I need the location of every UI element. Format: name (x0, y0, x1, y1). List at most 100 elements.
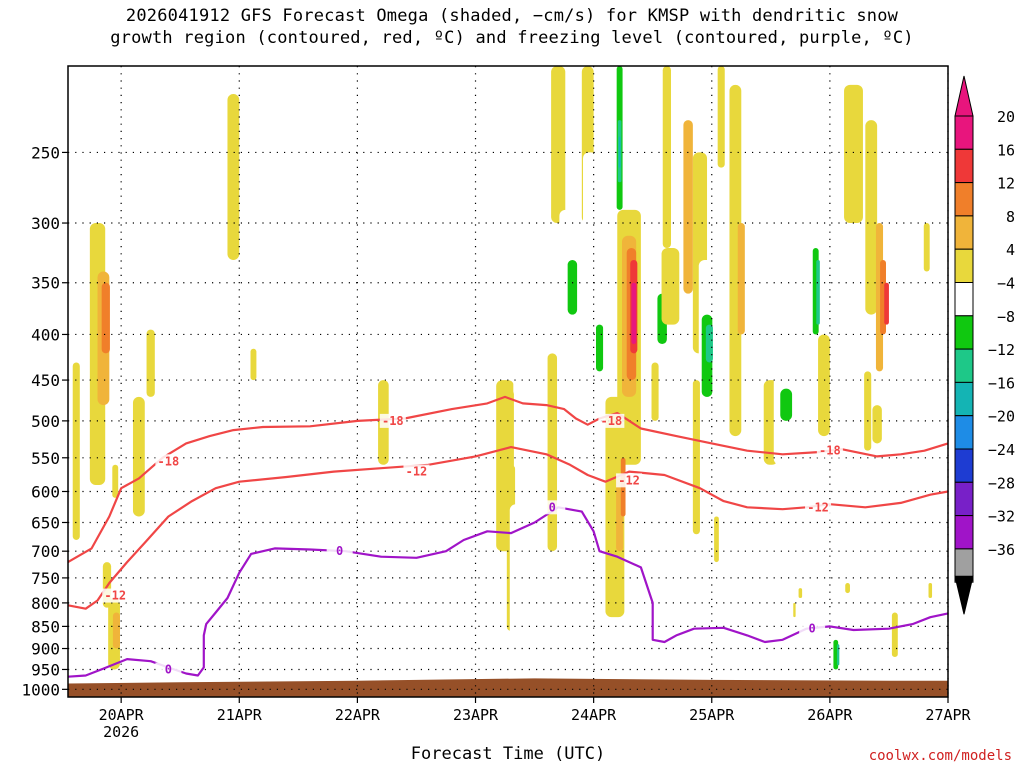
y-tick-label-1000: 1000 (21, 680, 60, 699)
colorbar: 20 16 12 8 4 −4 −8 −12 −16 −20 −24 −28 −32 −36 (954, 75, 1015, 615)
omega-cell-76 (844, 84, 863, 224)
contour--18 (67, 395, 949, 564)
colorbar-swatch-3 (954, 215, 974, 250)
omega-cell-81 (864, 371, 872, 451)
omega-cell-59 (692, 380, 700, 535)
contour--12 (67, 446, 949, 610)
omega-cell-25 (528, 120, 546, 397)
omega-cell-83 (885, 420, 892, 451)
x-tick-label-27APR: 27APR (925, 706, 971, 724)
colorbar-label-9: −20 (988, 408, 1015, 426)
omega-cell-12 (174, 484, 182, 552)
contour-label--18-2: -18 (601, 414, 623, 428)
colorbar-swatch-5 (954, 282, 974, 317)
omega-cell-51 (651, 362, 659, 421)
y-tick-label-950: 950 (31, 660, 60, 679)
omega-cell-92 (899, 593, 902, 603)
omega-cell-44 (605, 396, 625, 618)
omega-cell-7 (112, 612, 120, 649)
omega-cell-20 (466, 66, 497, 354)
omega-cell-65 (748, 66, 758, 121)
plot-border (67, 65, 949, 698)
contour-layer: -18 -18 -18 -18 -12 -12 -12 -12 0 0 0 0 (67, 395, 949, 678)
omega-cell-66 (755, 209, 763, 354)
colorbar-bottom-arrow (954, 575, 974, 615)
contour-label-bg--12-0 (102, 588, 129, 603)
ground-layer (68, 678, 948, 697)
omega-cell-11 (170, 248, 178, 397)
colorbar-swatch-10 (954, 448, 974, 483)
omega-cell-48 (645, 66, 656, 183)
omega-cell-69 (780, 388, 793, 421)
y-tick-label-350: 350 (31, 274, 60, 293)
contour-label-bg-0-2 (539, 500, 566, 515)
contour-label-bg--18-2 (598, 413, 625, 428)
y-tick-label-650: 650 (31, 513, 60, 532)
x-tick-label-20APR: 20APR (99, 706, 145, 724)
y-tick-label-300: 300 (31, 214, 60, 233)
omega-cell-52 (662, 66, 672, 249)
omega-cell-14 (250, 348, 257, 381)
omega-cell-34 (605, 353, 611, 406)
omega-cell-29 (567, 259, 578, 315)
y-tick-label-500: 500 (31, 412, 60, 431)
omega-cell-73 (816, 259, 820, 325)
omega-cell-43 (631, 282, 637, 345)
colorbar-label-13: −36 (988, 541, 1015, 559)
omega-cell-84 (909, 84, 917, 153)
x-tick-label-24APR: 24APR (571, 706, 617, 724)
contour-label--12-0: -12 (104, 589, 126, 603)
omega-cell-77 (865, 120, 878, 315)
contour-label-0-0: 0 (165, 662, 172, 676)
x-tick-label-25APR: 25APR (689, 706, 735, 724)
omega-cell-24 (513, 66, 526, 397)
omega-cell-82 (872, 405, 882, 444)
omega-cell-94 (798, 588, 803, 599)
omega-cell-0 (72, 362, 80, 540)
y-tick-label-250: 250 (31, 143, 60, 162)
contour-label-bg--12-2 (616, 473, 643, 488)
chart-title: 2026041912 GFS Forecast Omega (shaded, −… (125, 6, 899, 26)
contour-label-bg--18-0 (155, 454, 182, 469)
contour-label--12-2: -12 (618, 473, 640, 487)
omega-cell-27 (551, 66, 566, 224)
omega-cell-80 (884, 282, 889, 325)
colorbar-swatch-7 (954, 348, 974, 383)
colorbar-label-8: −16 (988, 374, 1015, 392)
omega-cell-93 (928, 583, 933, 599)
contour-label--18-3: -18 (819, 444, 841, 458)
y-tick-label-850: 850 (31, 617, 60, 636)
omega-cell-53 (661, 248, 680, 325)
y-tick-label-600: 600 (31, 482, 60, 501)
omega-cell-60 (711, 443, 718, 465)
omega-cell-13 (227, 94, 240, 260)
credit-text: coolwx.com/models (868, 748, 1012, 764)
omega-cell-89 (836, 644, 840, 666)
contour-label-0-2: 0 (549, 500, 556, 514)
contour-label-bg-0-1 (326, 544, 353, 559)
omega-cell-33 (596, 324, 604, 372)
contour-label--18-1: -18 (382, 414, 404, 428)
omega-cell-90 (733, 630, 738, 649)
colorbar-label-0: 20 (997, 108, 1015, 126)
omega-cell-4 (112, 464, 119, 498)
contour-label--18-0: -18 (158, 454, 180, 468)
colorbar-label-2: 12 (997, 175, 1015, 193)
omega-cell-23 (509, 504, 524, 640)
y-tick-label-800: 800 (31, 594, 60, 613)
contour-label--12-1: -12 (406, 465, 428, 479)
omega-cell-38 (618, 136, 621, 168)
ground-fill (68, 678, 948, 697)
colorbar-swatch-1 (954, 148, 974, 184)
omega-cell-8 (109, 432, 117, 451)
omega-cell-86 (939, 282, 946, 354)
colorbar-swatch-12 (954, 515, 974, 550)
omega-shading-layer (72, 66, 946, 670)
y-tick-label-550: 550 (31, 449, 60, 468)
omega-cell-26 (547, 353, 558, 552)
omega-cell-78 (875, 223, 884, 372)
colorbar-label-1: 16 (997, 141, 1015, 159)
omega-cell-18 (427, 388, 434, 421)
